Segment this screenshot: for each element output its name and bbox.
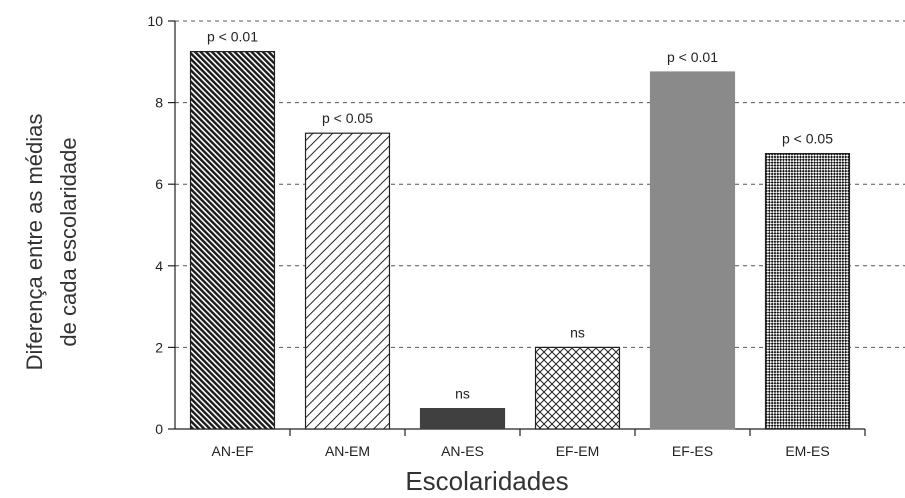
bars bbox=[189, 50, 851, 430]
y-tick-label: 10 bbox=[147, 13, 163, 29]
y-tick-label: 0 bbox=[155, 421, 163, 437]
x-tick-label: EM-ES bbox=[785, 443, 829, 459]
y-axis: 0 2 4 6 8 10 bbox=[147, 13, 176, 437]
y-axis-title-line-1: Diferença entre as médias bbox=[22, 114, 47, 371]
bar-an-em bbox=[304, 132, 391, 430]
x-axis: AN-EF AN-EM AN-ES EF-EM EF-ES EM-ES bbox=[175, 428, 866, 459]
x-tick-label: AN-ES bbox=[441, 443, 484, 459]
bar-data-label: p < 0.05 bbox=[782, 131, 833, 147]
x-axis-title: Escolaridades bbox=[405, 466, 568, 496]
bar-ef-es bbox=[649, 71, 736, 430]
data-labels: p < 0.01 p < 0.05 ns ns p < 0.01 p < 0.05 bbox=[207, 29, 833, 402]
x-tick-label: AN-EM bbox=[325, 443, 370, 459]
bar-data-label: p < 0.01 bbox=[207, 29, 258, 45]
bar-data-label: p < 0.05 bbox=[322, 110, 373, 126]
bar-data-label: ns bbox=[570, 324, 585, 340]
y-tick-label: 6 bbox=[155, 176, 163, 192]
bar-data-label: ns bbox=[455, 386, 470, 402]
bar-em-es bbox=[764, 153, 851, 430]
y-tick-label: 8 bbox=[155, 95, 163, 111]
bar-an-ef bbox=[189, 50, 276, 430]
x-tick-label: AN-EF bbox=[212, 443, 254, 459]
bar-ef-em bbox=[534, 346, 621, 430]
y-tick-label: 4 bbox=[155, 258, 163, 274]
y-axis-title-line-2: de cada escolaridade bbox=[56, 137, 81, 346]
y-tick-label: 2 bbox=[155, 339, 163, 355]
x-tick-label: EF-EM bbox=[556, 443, 600, 459]
bar-an-es bbox=[419, 408, 506, 430]
bar-data-label: p < 0.01 bbox=[667, 49, 718, 65]
x-tick-label: EF-ES bbox=[672, 443, 713, 459]
